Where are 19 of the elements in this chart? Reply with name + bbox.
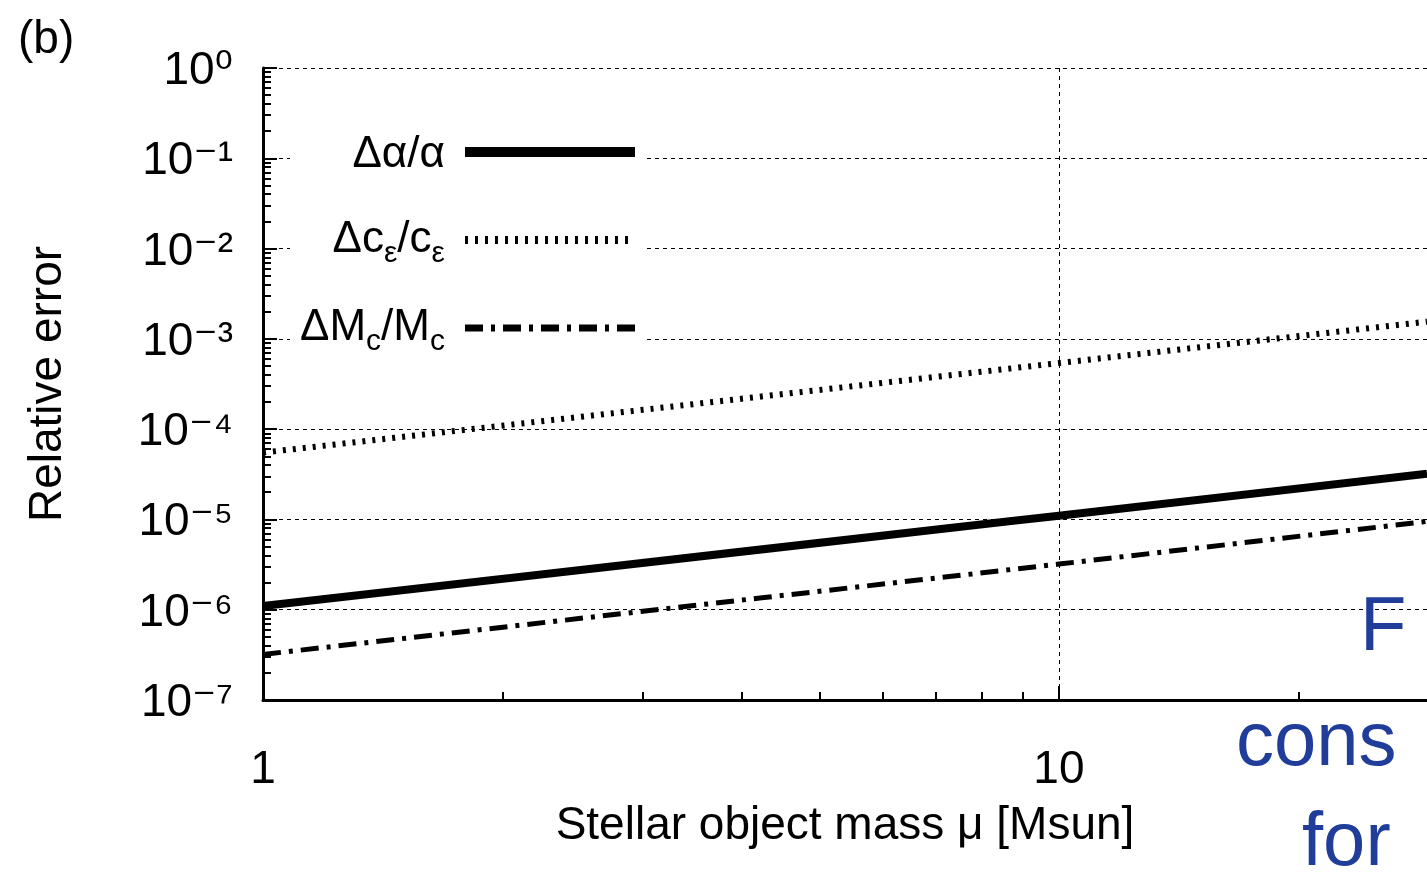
y-tick-label: 10⁻³ — [142, 312, 233, 365]
annotation: cons — [1236, 695, 1397, 781]
y-tick-label: 10⁻² — [142, 222, 233, 275]
legend-label: Δc$_{ε}$/c$_{ε}$ — [332, 211, 445, 269]
y-tick-label: 10⁻⁷ — [140, 674, 233, 726]
y-tick-label: 10⁰ — [163, 42, 233, 94]
y-tick-label: 10⁻¹ — [142, 132, 233, 185]
x-tick-label: 1 — [250, 741, 276, 793]
legend-label: ΔM$_{c}$/M$_{c}$ — [300, 299, 445, 357]
y-tick-label: 10⁻⁶ — [138, 583, 233, 636]
y-tick-label: 10⁻⁴ — [137, 403, 233, 456]
text: (b) — [18, 11, 75, 63]
y-tick-label: 10⁻⁵ — [138, 493, 233, 546]
x-axis-title: Stellar object mass μ [Msun] — [555, 797, 1135, 849]
text: for — [1302, 795, 1391, 881]
legend-label: Δα/α — [352, 127, 445, 177]
y-axis-title: Relative error — [19, 245, 71, 523]
x-tick-label: 10 — [1033, 741, 1085, 793]
annotation: F — [1360, 580, 1407, 666]
